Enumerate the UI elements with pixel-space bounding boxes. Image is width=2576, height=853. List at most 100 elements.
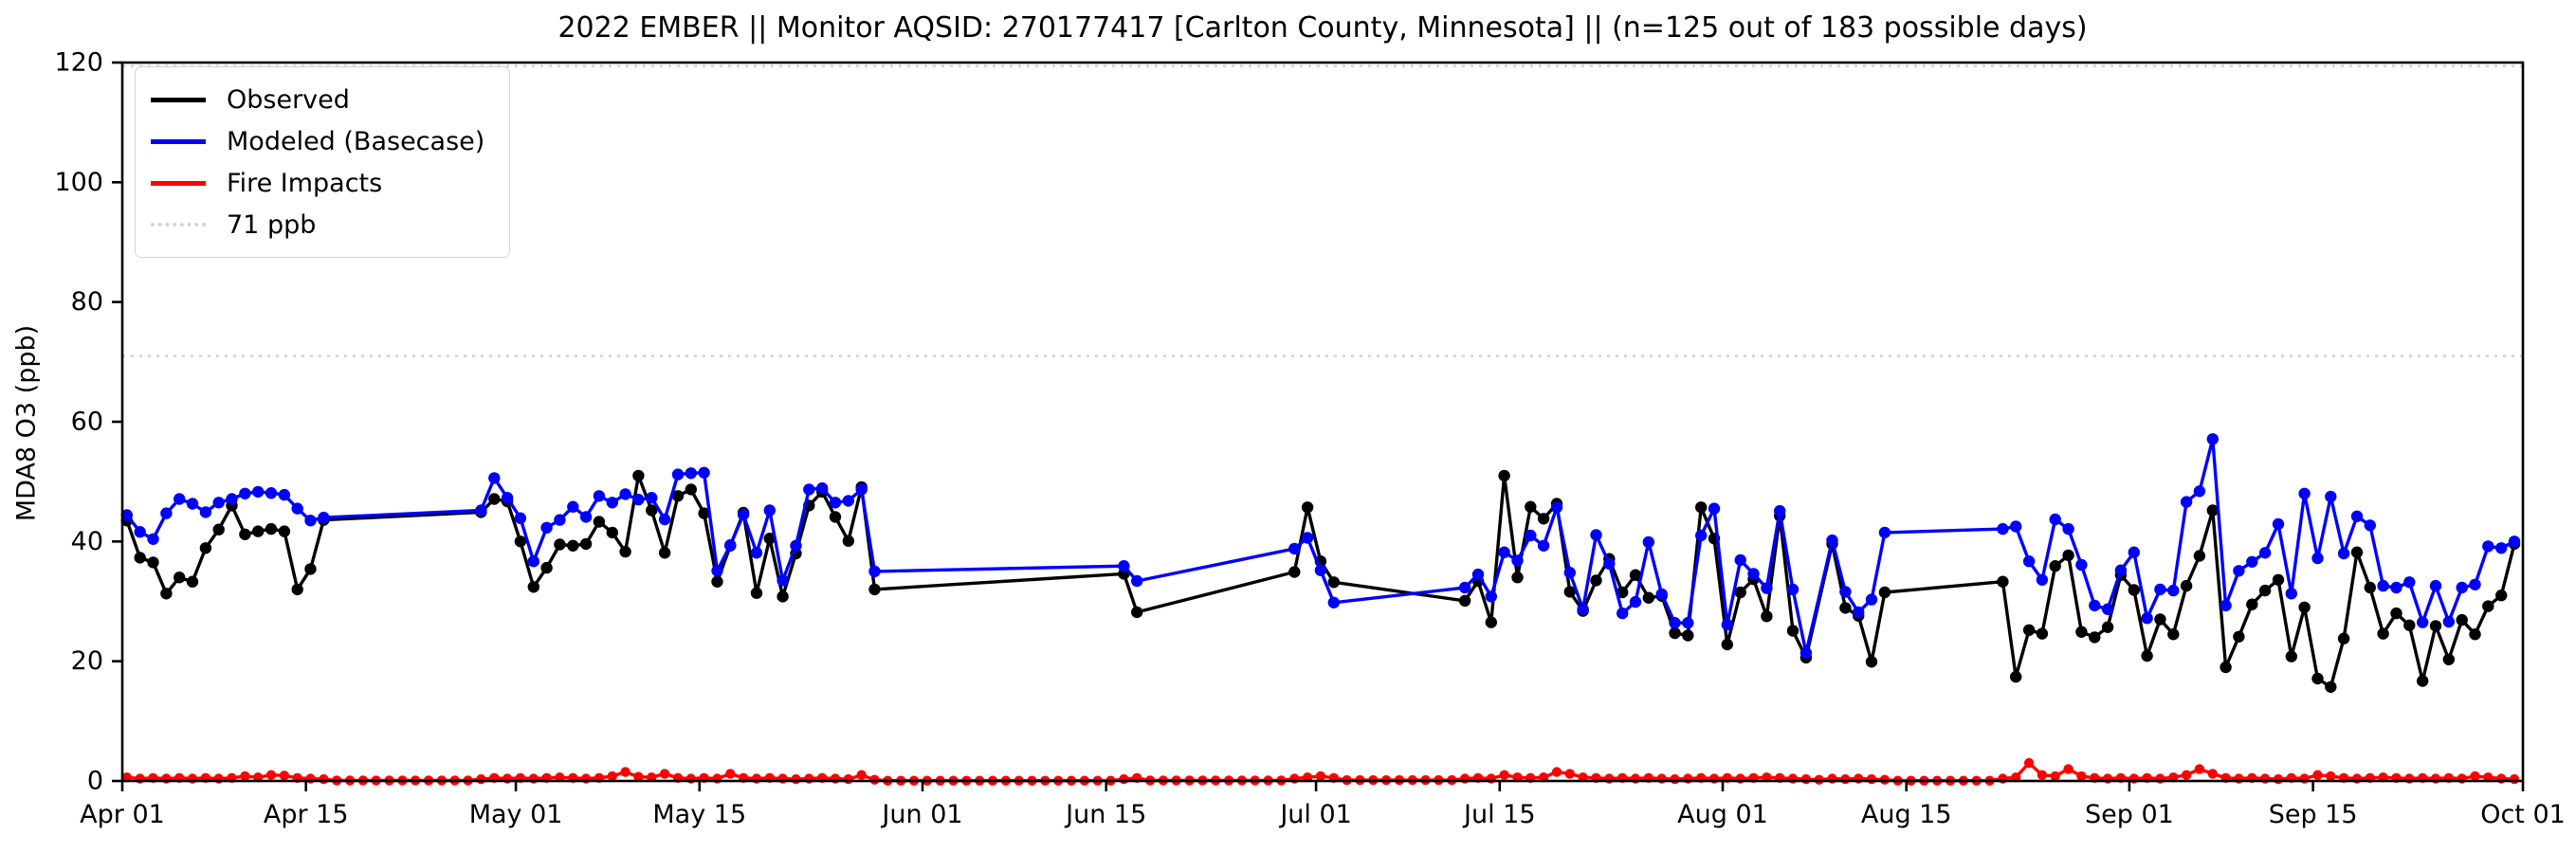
data-point — [1590, 529, 1602, 541]
legend-item-threshold: 71 ppb — [151, 204, 484, 245]
data-point — [1301, 532, 1314, 544]
data-point — [2456, 613, 2468, 626]
data-point — [134, 552, 146, 564]
data-point — [632, 469, 645, 482]
data-point — [737, 508, 750, 521]
data-point — [2063, 764, 2074, 774]
data-point — [659, 769, 670, 779]
data-point — [2429, 620, 2442, 632]
data-point — [856, 770, 867, 780]
data-point — [1839, 602, 1852, 614]
data-point — [2128, 546, 2140, 558]
data-point — [476, 773, 486, 785]
data-point — [1537, 513, 1550, 525]
data-point — [2193, 550, 2206, 562]
data-point — [147, 533, 159, 545]
data-point — [540, 561, 553, 574]
x-tick-label: Oct 01 — [2480, 800, 2566, 829]
data-point — [1786, 625, 1800, 637]
data-point — [186, 498, 199, 510]
data-point — [2417, 616, 2429, 628]
data-point — [1563, 586, 1577, 598]
data-point — [567, 539, 579, 552]
modeled-line-swatch — [151, 138, 206, 144]
data-point — [2403, 619, 2416, 631]
data-point — [2364, 581, 2376, 594]
data-point — [1499, 770, 1509, 780]
data-point — [606, 526, 618, 539]
y-tick-label: 60 — [71, 408, 103, 437]
x-tick-label: May 15 — [652, 800, 746, 829]
data-point — [1721, 638, 1734, 651]
data-point — [1563, 567, 1577, 579]
data-point — [2312, 770, 2323, 780]
data-point — [658, 547, 671, 559]
data-point — [1327, 596, 1341, 608]
data-point — [239, 528, 251, 540]
data-point — [1511, 572, 1524, 584]
data-point — [252, 525, 265, 537]
data-point — [2469, 628, 2481, 641]
x-tick-label: May 01 — [469, 800, 563, 829]
data-point — [2220, 661, 2232, 674]
data-point — [2272, 517, 2285, 531]
data-point — [2508, 535, 2521, 548]
y-tick-label: 80 — [71, 287, 103, 317]
data-point — [2470, 771, 2480, 782]
data-point — [147, 556, 159, 569]
data-point — [2194, 764, 2205, 774]
data-point — [1734, 586, 1746, 599]
data-point — [475, 504, 487, 517]
data-point — [698, 466, 710, 479]
y-axis-label: MDA8 O3 (ppb) — [11, 324, 42, 522]
data-point — [488, 472, 501, 484]
data-point — [2141, 649, 2153, 662]
data-point — [607, 771, 617, 782]
data-point — [501, 492, 514, 504]
data-point — [252, 485, 265, 499]
data-point — [174, 493, 186, 505]
data-point — [2114, 564, 2128, 576]
data-point — [2390, 581, 2402, 594]
data-point — [2429, 579, 2442, 592]
chart-title: 2022 EMBER || Monitor AQSID: 270177417 [… — [557, 11, 2088, 45]
data-point — [1537, 539, 1550, 552]
data-point — [2049, 560, 2061, 572]
data-point — [1682, 617, 1694, 629]
data-point — [1551, 767, 1562, 777]
legend-label-threshold: 71 ppb — [227, 209, 317, 240]
data-point — [2273, 773, 2284, 785]
data-point — [606, 497, 618, 509]
data-point — [134, 526, 146, 538]
legend-item-fire: Fire Impacts — [151, 162, 484, 204]
data-point — [527, 581, 539, 593]
data-point — [1878, 526, 1891, 539]
data-point — [711, 565, 723, 577]
data-point — [2258, 584, 2272, 597]
data-point — [1695, 501, 1708, 514]
data-point — [1865, 656, 1878, 668]
threshold-line-swatch — [151, 223, 206, 227]
data-point — [868, 565, 881, 578]
data-point — [240, 771, 250, 782]
data-point — [2403, 576, 2416, 589]
data-point — [1301, 501, 1314, 514]
data-point — [1747, 568, 1760, 580]
data-point — [2325, 681, 2337, 693]
data-point — [816, 481, 829, 495]
data-point — [2206, 433, 2219, 445]
data-point — [2509, 773, 2520, 785]
data-point — [2285, 588, 2297, 600]
data-point — [1866, 773, 1877, 785]
data-point — [1327, 576, 1341, 589]
data-point — [2167, 584, 2180, 597]
data-point — [2022, 555, 2036, 568]
data-point — [1288, 566, 1301, 578]
data-point — [1629, 595, 1642, 608]
data-point — [2023, 757, 2035, 769]
data-point — [2337, 632, 2350, 644]
data-point — [2036, 573, 2049, 586]
x-tick-label: Aug 01 — [1677, 800, 1768, 829]
x-tick-label: Sep 01 — [2085, 800, 2174, 829]
